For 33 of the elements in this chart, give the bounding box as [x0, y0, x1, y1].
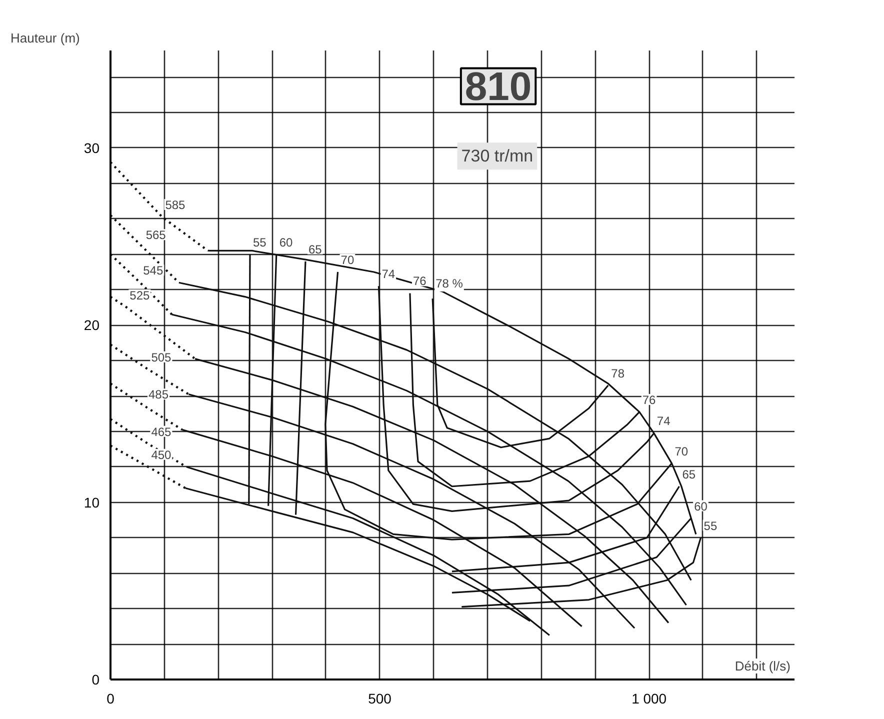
y-tick-label: 0	[92, 672, 100, 688]
annotation: 76	[412, 274, 427, 288]
annotation: 78	[611, 366, 625, 380]
annotation: 74	[382, 267, 396, 282]
annotation: 525	[130, 288, 150, 302]
annotation: 60	[694, 499, 708, 514]
y-axis-title: Hauteur (m)	[10, 30, 80, 46]
annotation: 810	[464, 65, 532, 110]
x-axis-title: Débit (l/s)	[734, 658, 791, 674]
y-tick-label: 10	[84, 494, 100, 510]
annotation: 55	[252, 235, 267, 250]
annotation: 730 tr/mn	[461, 146, 534, 166]
annotation: 70	[340, 252, 354, 267]
annotation: 78 %	[436, 276, 464, 291]
x-tick-label: 0	[106, 690, 115, 706]
annotation: 60	[279, 235, 294, 250]
annotation: 545	[143, 264, 164, 278]
annotation: 74	[656, 414, 671, 428]
annotation: 485	[148, 388, 169, 402]
annotation: 70	[674, 444, 688, 458]
annotation: 65	[682, 467, 696, 482]
annotation: 505	[151, 350, 172, 364]
annotation: 450	[151, 448, 172, 462]
annotation: 465	[151, 424, 172, 439]
x-tick-label: 500	[368, 690, 392, 706]
x-tick-label: 1 000	[632, 690, 667, 706]
annotation: 76	[642, 392, 656, 407]
annotation: 585	[165, 198, 186, 212]
y-tick-label: 20	[84, 317, 100, 334]
y-tick-label: 30	[84, 140, 100, 156]
annotation: 55	[704, 518, 718, 533]
annotation: 565	[146, 228, 166, 242]
annotation: 65	[308, 242, 322, 256]
